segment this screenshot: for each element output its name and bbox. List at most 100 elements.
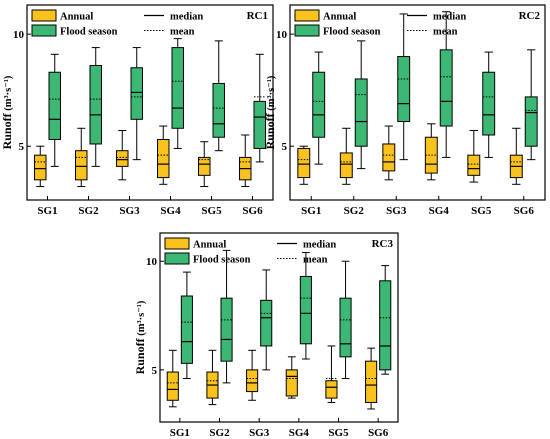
iqr-box: [89, 65, 102, 145]
x-tick-label: SG4: [289, 427, 310, 439]
iqr-box: [482, 71, 496, 136]
iqr-box: [75, 150, 88, 181]
legend-label-mean: mean: [433, 27, 458, 38]
iqr-box: [312, 71, 326, 138]
iqr-box: [365, 360, 378, 403]
iqr-box: [439, 49, 453, 127]
flood-season-box-sg2: [354, 40, 368, 170]
y-axis-label: Runoff (m³·s⁻¹): [0, 75, 14, 149]
iqr-box: [48, 71, 61, 140]
annual-box-sg6: [365, 347, 378, 410]
iqr-box: [379, 280, 392, 371]
annual-box-sg2: [75, 127, 88, 188]
annual-box-sg4: [157, 125, 170, 185]
legend-swatch-annual: [164, 237, 190, 250]
legend-label-median: median: [433, 12, 466, 23]
legend-swatch-annual: [294, 9, 320, 22]
y-tick-label: 10: [276, 29, 288, 41]
x-tick-label: SG6: [242, 205, 263, 217]
x-tick-label: SG2: [344, 205, 365, 217]
y-axis-label: Runoff (m³·s⁻¹): [133, 300, 147, 374]
panel-tag: RC3: [372, 238, 394, 250]
plot-frame: [289, 4, 546, 201]
iqr-box: [198, 156, 211, 176]
legend-label-mean: mean: [303, 255, 328, 266]
plot-frame: [159, 232, 399, 423]
annual-box-sg3: [246, 349, 259, 401]
annual-box-sg3: [382, 125, 396, 181]
annual-box-sg1: [166, 349, 179, 408]
flood-season-box-sg6: [253, 53, 266, 163]
iqr-box: [212, 82, 225, 138]
legend-swatch-flood-season: [294, 24, 320, 37]
y-tick-label: 10: [146, 256, 158, 268]
annual-box-sg5: [467, 130, 481, 183]
legend-label-annual: Annual: [60, 12, 93, 23]
x-tick-label: SG5: [201, 205, 222, 217]
legend-label-mean: mean: [170, 27, 195, 38]
iqr-box: [166, 371, 179, 401]
flood-season-box-sg5: [482, 51, 496, 158]
iqr-box: [382, 143, 396, 172]
annual-box-sg4: [285, 356, 298, 399]
iqr-box: [180, 295, 193, 364]
annual-box-sg2: [206, 349, 219, 406]
flood-season-box-sg4: [299, 252, 312, 360]
y-tick-label: 5: [282, 141, 288, 153]
x-tick-label: SG5: [471, 205, 492, 217]
annual-box-sg3: [116, 130, 129, 181]
flood-season-box-sg3: [260, 269, 273, 371]
flood-season-box-sg5: [339, 260, 352, 380]
flood-season-box-sg2: [220, 249, 233, 384]
iqr-box: [34, 154, 47, 181]
plot-frame: [26, 4, 274, 201]
annual-box-sg1: [34, 145, 47, 188]
iqr-box: [297, 147, 311, 179]
x-tick-label: SG3: [119, 205, 140, 217]
legend-swatch-flood-season: [164, 252, 190, 265]
iqr-box: [220, 297, 233, 362]
y-axis-label-quantity: Runoff: [133, 337, 147, 374]
panel-tag: RC1: [247, 10, 268, 22]
iqr-box: [157, 138, 170, 179]
annual-box-sg6: [239, 134, 252, 188]
y-axis-label-unit: (m³·s⁻¹): [266, 75, 277, 113]
annual-box-sg1: [297, 145, 311, 185]
iqr-box: [339, 152, 353, 179]
flood-season-box-sg1: [312, 51, 326, 165]
y-axis-label-unit: (m³·s⁻¹): [3, 75, 14, 113]
legend-swatch-annual: [31, 9, 57, 22]
iqr-box: [253, 100, 266, 149]
y-axis-label-quantity: Runoff: [263, 112, 277, 149]
y-axis-label-unit: (m³·s⁻¹): [136, 300, 147, 338]
iqr-box: [130, 67, 143, 120]
flood-season-box-sg6: [524, 49, 538, 161]
x-tick-label: SG1: [37, 205, 57, 217]
flood-season-box-sg3: [130, 47, 143, 161]
y-axis-label: Runoff (m³·s⁻¹): [263, 75, 277, 149]
flood-season-box-sg4: [171, 38, 184, 149]
iqr-box: [285, 369, 298, 397]
legend: Annual Flood season median mean: [31, 9, 203, 38]
flood-season-box-sg6: [379, 265, 392, 375]
iqr-box: [339, 297, 352, 358]
flood-season-box-sg1: [48, 53, 61, 167]
legend: Annual Flood season median mean: [294, 9, 466, 38]
annual-box-sg4: [424, 123, 438, 181]
legend-label-flood-season: Flood season: [323, 27, 381, 38]
flood-season-box-sg5: [212, 40, 225, 152]
x-tick-label: SG6: [514, 205, 535, 217]
flood-season-box-sg1: [180, 271, 193, 380]
legend-label-median: median: [170, 12, 203, 23]
iqr-box: [116, 150, 129, 167]
iqr-box: [397, 56, 411, 123]
iqr-box: [171, 47, 184, 129]
y-axis-label-quantity: Runoff: [0, 112, 14, 149]
x-tick-label: SG1: [170, 427, 190, 439]
legend-swatch-flood-season: [31, 24, 57, 37]
x-tick-label: SG6: [368, 427, 389, 439]
annual-box-sg5: [198, 141, 211, 188]
annual-box-sg5: [325, 345, 338, 403]
chart-panel-rc2: 5 10 Runoff (m³·s⁻¹) SG1 SG2 SG3 SG4 SG5 SG6 Annu…: [263, 4, 546, 217]
